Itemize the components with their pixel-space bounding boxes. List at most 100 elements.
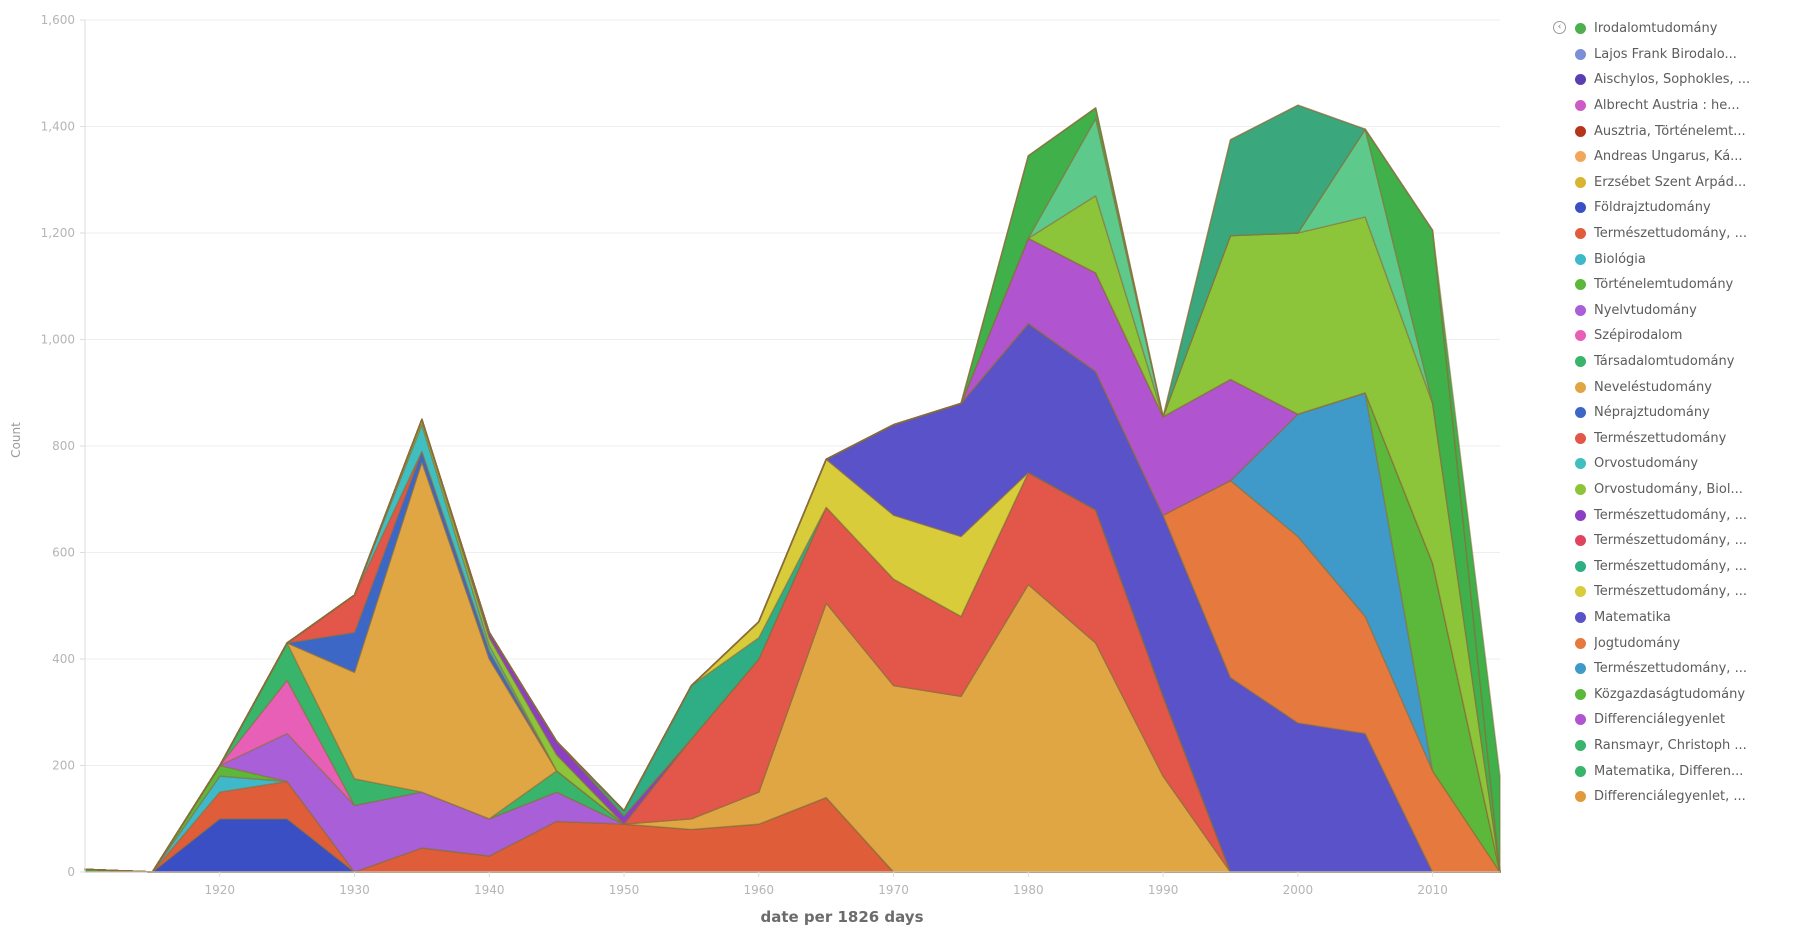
y-tick-label: 400	[52, 652, 75, 666]
legend-item[interactable]: Albrecht Austria : he...	[1575, 93, 1811, 119]
y-tick-label: 1,000	[41, 333, 75, 347]
legend-swatch	[1575, 509, 1586, 521]
legend-swatch	[1575, 714, 1586, 726]
legend-item[interactable]: Természettudomány, ...	[1575, 528, 1811, 554]
legend-swatch	[1575, 100, 1586, 112]
legend-item[interactable]: Természettudomány, ...	[1575, 553, 1811, 579]
legend-swatch	[1575, 228, 1586, 240]
x-tick-label: 1960	[744, 883, 775, 897]
legend-item[interactable]: Természettudomány	[1575, 426, 1811, 452]
legend-swatch	[1575, 560, 1586, 572]
legend-swatch	[1575, 279, 1586, 291]
y-axis-label: Count	[9, 422, 23, 458]
legend-item[interactable]: Biológia	[1575, 246, 1811, 272]
legend-label: Jogtudomány	[1594, 635, 1681, 651]
legend-items: Irodalomtudomány Lajos Frank Birodalo... A…	[1575, 16, 1811, 809]
x-tick-label: 1970	[878, 883, 909, 897]
y-tick-label: 600	[52, 546, 75, 560]
legend-item[interactable]: Lajos Frank Birodalo...	[1575, 42, 1811, 68]
legend-label: Közgazdaságtudomány	[1594, 686, 1746, 702]
legend-swatch	[1575, 535, 1586, 547]
legend-item[interactable]: Matematika	[1575, 605, 1811, 631]
y-tick-label: 1,400	[41, 120, 75, 134]
legend-swatch	[1575, 739, 1586, 751]
legend-item[interactable]: Földrajztudomány	[1575, 195, 1811, 221]
legend-label: Differenciálegyenlet, ...	[1594, 789, 1746, 805]
legend-swatch	[1575, 151, 1586, 163]
legend-label: Természettudomány	[1594, 430, 1727, 446]
legend-swatch	[1575, 176, 1586, 188]
legend-label: Neveléstudomány	[1594, 379, 1712, 395]
legend: ‹ Irodalomtudomány Lajos Frank Birodalo..…	[1553, 16, 1811, 809]
legend-item[interactable]: Történelemtudomány	[1575, 272, 1811, 298]
legend-label: Természettudomány, ...	[1594, 226, 1747, 242]
legend-label: Természettudomány, ...	[1594, 661, 1747, 677]
legend-swatch	[1575, 432, 1586, 444]
legend-label: Irodalomtudomány	[1594, 21, 1718, 37]
legend-item[interactable]: Ausztria, Történelemt...	[1575, 118, 1811, 144]
legend-label: Természettudomány, ...	[1594, 507, 1747, 523]
legend-item[interactable]: Andreas Ungarus, Ká...	[1575, 144, 1811, 170]
y-tick-label: 200	[52, 759, 75, 773]
legend-label: Andreas Ungarus, Ká...	[1594, 149, 1743, 165]
legend-item[interactable]: Természettudomány, ...	[1575, 579, 1811, 605]
legend-item[interactable]: Jogtudomány	[1575, 630, 1811, 656]
series-area[interactable]	[84, 104, 1501, 873]
legend-label: Orvostudomány	[1594, 456, 1699, 472]
legend-item[interactable]: Ransmayr, Christoph ...	[1575, 733, 1811, 759]
legend-label: Természettudomány, ...	[1594, 584, 1747, 600]
y-tick-label: 1,200	[41, 226, 75, 240]
legend-swatch	[1575, 330, 1586, 342]
legend-toggle-icon[interactable]: ‹	[1553, 21, 1566, 34]
legend-item[interactable]: Erzsébet Szent Árpád...	[1575, 170, 1811, 196]
legend-swatch	[1575, 74, 1586, 86]
legend-swatch	[1575, 202, 1586, 214]
legend-label: Szépirodalom	[1594, 328, 1683, 344]
legend-item[interactable]: Differenciálegyenlet, ...	[1575, 784, 1811, 810]
x-tick-label: 1930	[339, 883, 370, 897]
x-tick-label: 1980	[1013, 883, 1044, 897]
legend-swatch	[1575, 125, 1586, 137]
legend-label: Matematika	[1594, 609, 1671, 625]
legend-swatch	[1575, 611, 1586, 623]
legend-swatch	[1575, 23, 1586, 35]
legend-swatch	[1575, 483, 1586, 495]
legend-swatch	[1575, 48, 1586, 60]
legend-item[interactable]: Társadalomtudomány	[1575, 349, 1811, 375]
legend-swatch	[1575, 765, 1586, 777]
legend-label: Természettudomány, ...	[1594, 558, 1747, 574]
legend-swatch	[1575, 253, 1586, 265]
legend-item[interactable]: Aischylos, Sophokles, ...	[1575, 67, 1811, 93]
legend-swatch	[1575, 663, 1586, 675]
legend-label: Ausztria, Történelemt...	[1594, 123, 1746, 139]
legend-item[interactable]: Közgazdaságtudomány	[1575, 681, 1811, 707]
legend-item[interactable]: Differenciálegyenlet	[1575, 707, 1811, 733]
legend-item[interactable]: Nyelvtudomány	[1575, 298, 1811, 324]
legend-label: Történelemtudomány	[1594, 277, 1734, 293]
legend-swatch	[1575, 407, 1586, 419]
legend-item[interactable]: Matematika, Differen...	[1575, 758, 1811, 784]
legend-swatch	[1575, 791, 1586, 803]
legend-label: Természettudomány, ...	[1594, 533, 1747, 549]
legend-swatch	[1575, 586, 1586, 598]
legend-label: Erzsébet Szent Árpád...	[1594, 174, 1747, 190]
legend-label: Lajos Frank Birodalo...	[1594, 46, 1737, 62]
legend-item[interactable]: Természettudomány, ...	[1575, 221, 1811, 247]
legend-swatch	[1575, 637, 1586, 649]
legend-item[interactable]: Természettudomány, ...	[1575, 502, 1811, 528]
x-axis-label: date per 1826 days	[760, 908, 923, 926]
legend-item[interactable]: Orvostudomány	[1575, 451, 1811, 477]
x-tick-label: 1920	[204, 883, 235, 897]
legend-swatch	[1575, 688, 1586, 700]
legend-item[interactable]: Neveléstudomány	[1575, 374, 1811, 400]
legend-label: Aischylos, Sophokles, ...	[1594, 72, 1751, 88]
legend-swatch	[1575, 458, 1586, 470]
legend-item[interactable]: Orvostudomány, Biol...	[1575, 477, 1811, 503]
legend-item[interactable]: Szépirodalom	[1575, 323, 1811, 349]
legend-item[interactable]: Irodalomtudomány	[1575, 16, 1811, 42]
legend-label: Orvostudomány, Biol...	[1594, 481, 1743, 497]
legend-item[interactable]: Néprajztudomány	[1575, 400, 1811, 426]
legend-item[interactable]: Természettudomány, ...	[1575, 656, 1811, 682]
legend-swatch	[1575, 304, 1586, 316]
